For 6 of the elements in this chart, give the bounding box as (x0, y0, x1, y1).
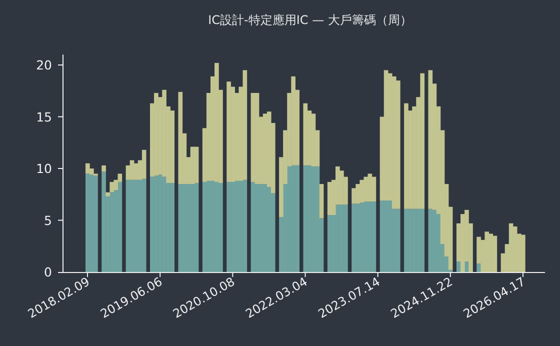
y-tick-label: 10 (36, 161, 52, 176)
y-tick-label: 20 (36, 58, 52, 72)
y-tick-label: 0 (44, 264, 52, 280)
chart-title: IC設計-特定應用IC — 大戶籌碼（周） (208, 13, 412, 27)
y-tick-label: 15 (36, 109, 52, 124)
y-tick-label: 5 (44, 212, 52, 228)
